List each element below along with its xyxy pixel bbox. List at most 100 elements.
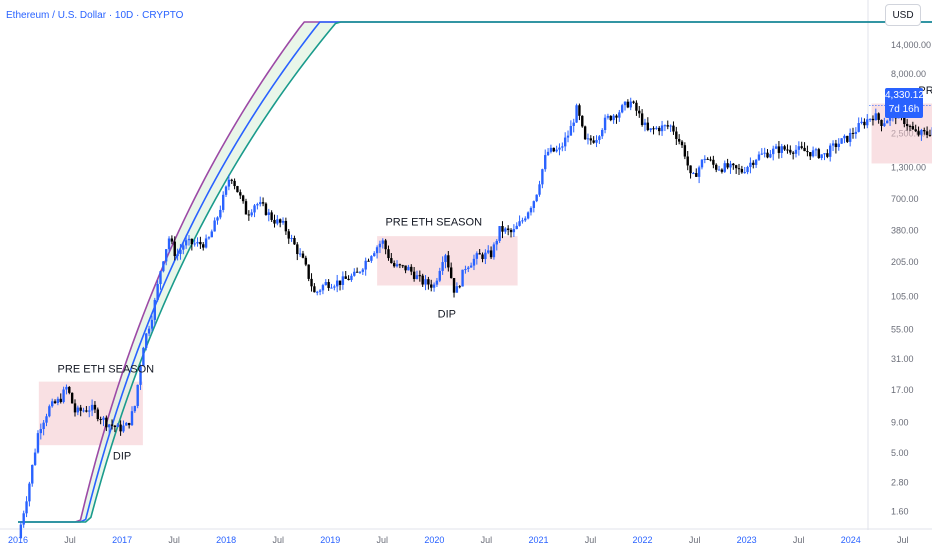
- candle-body: [643, 122, 647, 125]
- candle-body: [370, 256, 373, 261]
- candle-body: [179, 249, 182, 254]
- candle-body: [552, 147, 555, 152]
- candle-body: [99, 419, 102, 421]
- candle-body: [703, 158, 707, 160]
- candle-body: [757, 154, 761, 160]
- candle-body: [85, 410, 88, 412]
- candle-body: [221, 194, 225, 210]
- candle-body: [444, 255, 447, 263]
- candle-body: [398, 264, 402, 266]
- candle-body: [219, 209, 222, 218]
- candle-body: [253, 205, 256, 213]
- candle-body: [840, 138, 843, 144]
- candle-body: [119, 424, 122, 432]
- candle-body: [863, 121, 866, 126]
- candle-body: [928, 134, 932, 136]
- candle-body: [338, 280, 342, 285]
- candle-body: [732, 163, 735, 166]
- candle-body: [418, 275, 422, 277]
- candle-body: [563, 137, 567, 147]
- candle-body: [706, 158, 709, 160]
- candle-body: [70, 392, 74, 404]
- candle-body: [712, 159, 715, 165]
- candle-body: [105, 417, 108, 428]
- candle-body: [401, 265, 404, 267]
- dip-annotation: DIP: [438, 308, 456, 320]
- candle-body: [489, 250, 493, 258]
- candle-body: [860, 121, 863, 124]
- candle-body: [524, 218, 527, 221]
- candle-body: [293, 237, 296, 245]
- x-tick-label: Jul: [793, 535, 805, 545]
- candle-body: [472, 258, 476, 266]
- candle-body: [378, 243, 382, 248]
- y-tick-label: 2.80: [891, 478, 909, 488]
- candle-body: [164, 249, 168, 262]
- candle-body: [823, 153, 826, 155]
- symbol-title[interactable]: Ethereum / U.S. Dollar · 10D · CRYPTO: [6, 10, 184, 21]
- candle-body: [204, 238, 208, 248]
- candle-body: [449, 267, 453, 279]
- candle-body: [811, 150, 815, 157]
- candle-body: [50, 401, 54, 407]
- candle-body: [31, 464, 34, 484]
- candle-body: [868, 118, 872, 120]
- candle-body: [777, 146, 781, 153]
- candle-body: [638, 110, 641, 114]
- candle-body: [130, 411, 134, 426]
- candle-body: [42, 422, 45, 430]
- candle-body: [866, 119, 869, 126]
- candle-body: [355, 271, 359, 273]
- candle-body: [392, 263, 396, 267]
- y-tick-label: 17.00: [891, 385, 914, 395]
- candle-body: [82, 410, 85, 412]
- bar-countdown: 7d 16h: [888, 104, 920, 115]
- candle-body: [526, 212, 530, 219]
- x-tick-label: Jul: [168, 535, 180, 545]
- candle-body: [407, 266, 410, 271]
- candle-body: [729, 163, 732, 168]
- candle-body: [740, 169, 744, 173]
- candle-body: [492, 244, 496, 258]
- candle-body: [911, 126, 915, 130]
- candle-body: [45, 416, 48, 423]
- candle-body: [28, 483, 31, 502]
- candle-body: [216, 217, 219, 221]
- candle-body: [635, 102, 638, 111]
- x-tick-label: 2020: [424, 535, 444, 545]
- candle-body: [487, 250, 490, 253]
- candle-body: [25, 501, 28, 514]
- y-tick-label: 14,000.00: [891, 40, 931, 50]
- candle-body: [880, 119, 883, 127]
- candle-body: [330, 287, 333, 289]
- candle-body: [720, 169, 724, 172]
- currency-button[interactable]: USD: [885, 4, 921, 26]
- candle-body: [313, 286, 316, 293]
- candle-body: [640, 113, 644, 125]
- candle-body: [438, 270, 441, 281]
- candle-body: [227, 179, 231, 187]
- candle-body: [147, 328, 151, 334]
- x-tick-label: 2016: [8, 535, 28, 545]
- candle-body: [769, 154, 772, 158]
- candle-body: [692, 173, 695, 175]
- candle-body: [561, 146, 564, 148]
- candle-body: [88, 410, 91, 412]
- candle-body: [772, 148, 775, 155]
- candle-body: [347, 278, 350, 281]
- x-tick-label: 2022: [633, 535, 653, 545]
- x-tick-label: Jul: [897, 535, 909, 545]
- candle-body: [113, 425, 117, 428]
- candle-body: [689, 165, 692, 174]
- candle-body: [883, 123, 886, 127]
- candle-body: [612, 115, 615, 121]
- candle-body: [284, 220, 288, 232]
- candle-body: [125, 422, 128, 426]
- candle-body: [335, 280, 339, 287]
- candle-body: [324, 282, 327, 286]
- candle-body: [381, 240, 384, 244]
- candle-body: [914, 129, 917, 132]
- x-tick-label: Jul: [481, 535, 493, 545]
